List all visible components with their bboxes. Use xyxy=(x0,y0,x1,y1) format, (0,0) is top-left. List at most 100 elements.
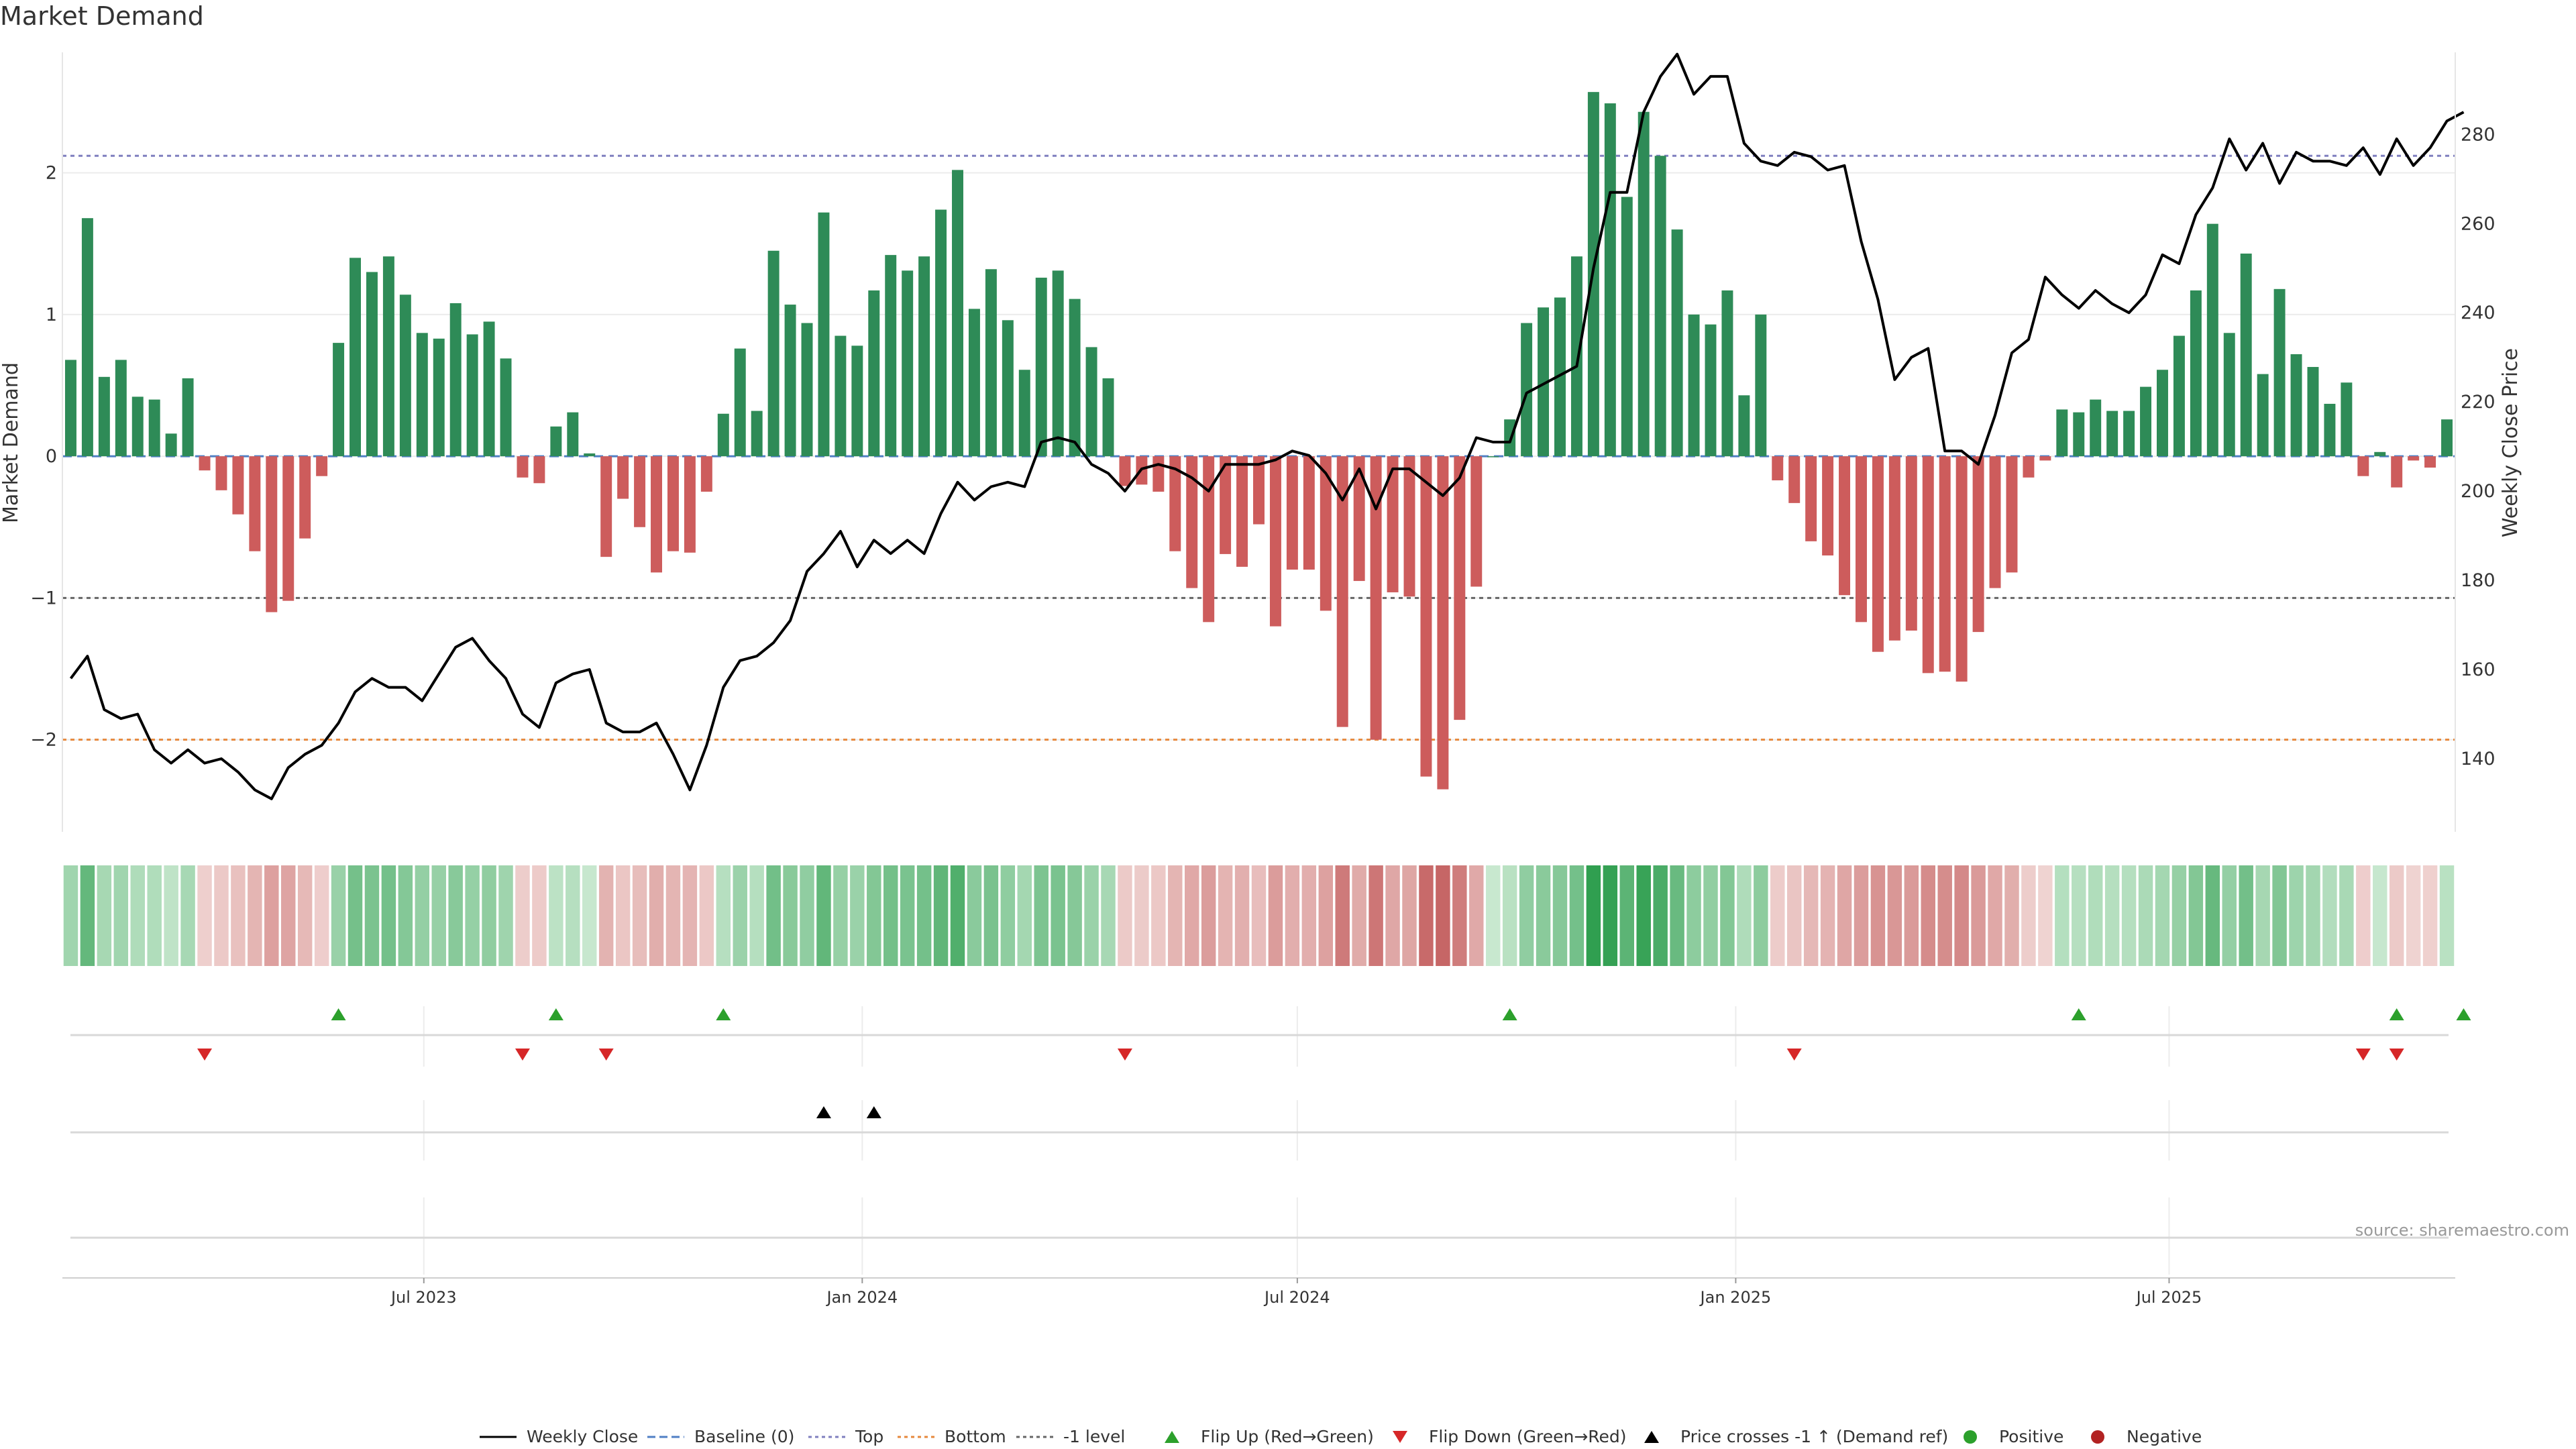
heat-cell xyxy=(180,865,195,966)
demand-bar-negative xyxy=(1454,456,1466,720)
demand-bar-negative xyxy=(2424,456,2436,468)
heat-cell xyxy=(448,865,463,966)
heat-cell xyxy=(1770,865,1785,966)
heat-cell xyxy=(1921,865,1935,966)
heat-cell xyxy=(248,865,262,966)
demand-bar-negative xyxy=(316,456,328,476)
flip-up-marker xyxy=(2389,1008,2404,1020)
heat-cell xyxy=(532,865,547,966)
flip-down-marker xyxy=(1786,1049,1802,1061)
heat-cell xyxy=(214,865,229,966)
heat-cell xyxy=(1786,865,1802,966)
demand-bar-negative xyxy=(1989,456,2001,588)
heat-cell xyxy=(1168,865,1183,966)
demand-bar-positive xyxy=(818,212,830,457)
demand-bar-negative xyxy=(266,456,278,612)
heat-cell xyxy=(297,865,313,966)
heat-cell xyxy=(1034,865,1049,966)
demand-bar-positive xyxy=(1671,229,1683,457)
right-axis-title: Weekly Close Price xyxy=(2499,348,2522,537)
heat-cell xyxy=(2406,865,2421,966)
demand-bar-positive xyxy=(1721,290,1733,457)
heat-cell xyxy=(916,865,932,966)
heat-cell xyxy=(1653,865,1668,966)
demand-bar-negative xyxy=(1320,456,1332,611)
demand-bar-negative xyxy=(1387,456,1399,592)
heat-cell xyxy=(967,865,982,966)
heat-cell xyxy=(498,865,513,966)
demand-bar-negative xyxy=(1286,456,1298,570)
demand-bar-positive xyxy=(433,338,445,457)
x-tick-label: Jan 2024 xyxy=(825,1288,898,1307)
heat-cell xyxy=(2205,865,2220,966)
demand-bar-positive xyxy=(399,294,411,457)
legend-swatch-triangle-down xyxy=(1393,1431,1407,1443)
heat-cell xyxy=(783,865,798,966)
demand-bar-positive xyxy=(1487,456,1499,458)
demand-bar-positive xyxy=(2056,409,2068,457)
demand-bar-negative xyxy=(1269,456,1281,627)
demand-bar-positive xyxy=(81,218,93,457)
demand-bar-positive xyxy=(2441,419,2453,457)
heat-cell xyxy=(566,865,580,966)
heat-cell xyxy=(1151,865,1166,966)
heat-cell xyxy=(2255,865,2270,966)
heat-cell xyxy=(1419,865,1434,966)
legend-swatch-triangle-up xyxy=(1165,1431,1179,1443)
heat-cell xyxy=(582,865,597,966)
right-tick-label: 280 xyxy=(2461,124,2496,145)
heat-cell xyxy=(231,865,246,966)
demand-bar-negative xyxy=(667,456,679,551)
flip-up-marker xyxy=(331,1008,346,1020)
demand-bar-positive xyxy=(952,170,963,457)
heat-cell xyxy=(1820,865,1835,966)
demand-bar-positive xyxy=(466,334,478,457)
demand-bar-negative xyxy=(1772,456,1784,481)
heat-cell xyxy=(1385,865,1400,966)
heat-cell xyxy=(364,865,380,966)
demand-bar-positive xyxy=(165,433,177,457)
x-axis: Jul 2023 Jan 2024 Jul 2024 Jan 2025 Jul 2025 xyxy=(62,1277,2455,1307)
demand-bar-negative xyxy=(634,456,646,527)
demand-bar-positive xyxy=(985,269,997,457)
demand-bar-positive xyxy=(2206,223,2218,457)
weekly-close-line xyxy=(69,52,2465,800)
heat-cell xyxy=(2104,865,2120,966)
demand-bar-positive xyxy=(801,323,813,457)
right-tick-label: 220 xyxy=(2461,392,2496,413)
heat-cell xyxy=(2373,865,2387,966)
demand-bar-negative xyxy=(1152,456,1165,492)
heat-cell xyxy=(2306,865,2320,966)
x-tick-label: Jan 2025 xyxy=(1699,1288,1772,1307)
demand-bar-negative xyxy=(700,456,712,492)
legend: Weekly Close Baseline (0) Top Bottom -1 leve… xyxy=(480,1427,2202,1446)
demand-bar-positive xyxy=(2290,354,2302,457)
heat-cell xyxy=(1285,865,1300,966)
demand-bar-positive xyxy=(784,305,796,457)
demand-bar-negative xyxy=(617,456,629,499)
heat-cell xyxy=(1703,865,1718,966)
demand-bar-positive xyxy=(115,360,127,457)
heat-cell xyxy=(2222,865,2237,966)
heat-cell xyxy=(833,865,848,966)
heat-cell xyxy=(264,865,279,966)
heat-cell xyxy=(1569,865,1585,966)
demand-bar-positive xyxy=(2374,451,2386,457)
flip-down-marker xyxy=(2389,1049,2404,1061)
demand-bar-positive xyxy=(1570,256,1582,457)
heat-cell xyxy=(1051,865,1065,966)
heat-cell xyxy=(682,865,698,966)
heat-cell xyxy=(950,865,965,966)
heat-cell xyxy=(1971,865,1986,966)
demand-bar-positive xyxy=(2223,333,2235,457)
demand-bar-positive xyxy=(2190,290,2202,457)
legend-item: Bottom xyxy=(898,1427,1006,1446)
heat-cell xyxy=(381,865,396,966)
heat-cell xyxy=(1670,865,1684,966)
heat-cell xyxy=(665,865,681,966)
heat-cell xyxy=(2439,865,2455,966)
demand-bar-negative xyxy=(2408,456,2420,461)
demand-bar-positive xyxy=(902,270,914,457)
heat-cell xyxy=(699,865,714,966)
demand-bar-negative xyxy=(1186,456,1198,588)
